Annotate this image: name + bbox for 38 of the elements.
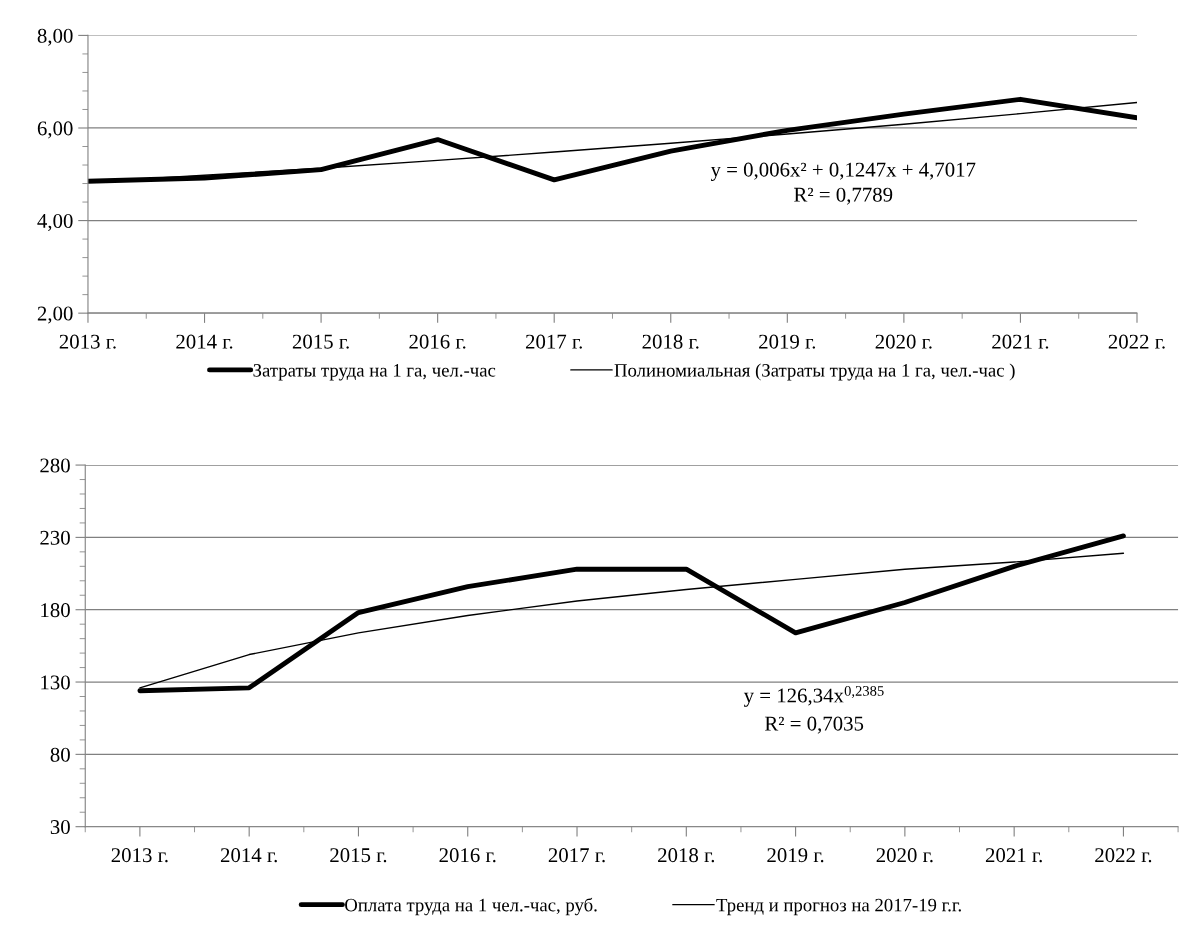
x-tick-label: 2017 г. — [525, 334, 582, 349]
annotation: y = 126,34x$^{0,2385}$ — [743, 685, 884, 707]
y-tick-label: 230 — [40, 530, 70, 545]
x-tick-label: 2019 г. — [759, 334, 816, 349]
x-tick-label: 2022 г. — [1108, 334, 1165, 349]
y-tick-label: 180 — [41, 603, 70, 618]
legend-label: Оплата труда на 1 чел.-час, руб. — [345, 897, 597, 916]
x-tick-label: 2020 г. — [876, 848, 933, 863]
y-tick-label: 6,00 — [37, 121, 73, 139]
legend-label: Затраты труда на 1 га, чел.-час — [253, 364, 496, 381]
x-tick-label: 2017 г. — [548, 848, 605, 863]
legend-label: Полиномиальная (Затраты труда на 1 га, чел.-час ) — [614, 363, 1015, 381]
x-tick-label: 2018 г. — [658, 848, 715, 863]
x-tick-label: 2020 г. — [875, 334, 932, 349]
legend-label: Тренд и прогноз на 2017-19 г.г. — [716, 898, 961, 916]
y-tick-label: 30 — [50, 820, 70, 835]
y-tick-label: 80 — [50, 747, 70, 762]
annotation: y = 0,006x² + 0,1247x + 4,7017 — [710, 162, 976, 181]
x-tick-label: 2021 г. — [992, 334, 1049, 349]
x-tick-label: 2019 г. — [767, 848, 824, 863]
x-tick-label: 2021 г. — [985, 848, 1042, 863]
x-tick-label: 2018 г. — [642, 334, 699, 349]
annotation: R² = 0,7035 — [764, 716, 864, 734]
y-tick-label: 130 — [41, 675, 70, 690]
y-tick-label: 280 — [40, 458, 70, 473]
y-tick-label: 2,00 — [37, 306, 73, 324]
y-tick-label: 8,00 — [37, 28, 73, 46]
x-tick-label: 2013 г. — [59, 334, 116, 349]
x-tick-label: 2015 г. — [330, 848, 387, 863]
x-tick-label: 2016 г. — [409, 334, 466, 349]
y-tick-label: 4,00 — [37, 213, 73, 231]
annotation: R² = 0,7789 — [794, 187, 893, 205]
x-tick-label: 2014 г. — [176, 334, 233, 349]
x-tick-label: 2016 г. — [439, 848, 496, 863]
x-tick-label: 2022 г. — [1095, 848, 1152, 863]
x-tick-label: 2013 г. — [111, 848, 168, 863]
x-tick-label: 2014 г. — [220, 848, 277, 863]
x-tick-label: 2015 г. — [292, 334, 349, 349]
